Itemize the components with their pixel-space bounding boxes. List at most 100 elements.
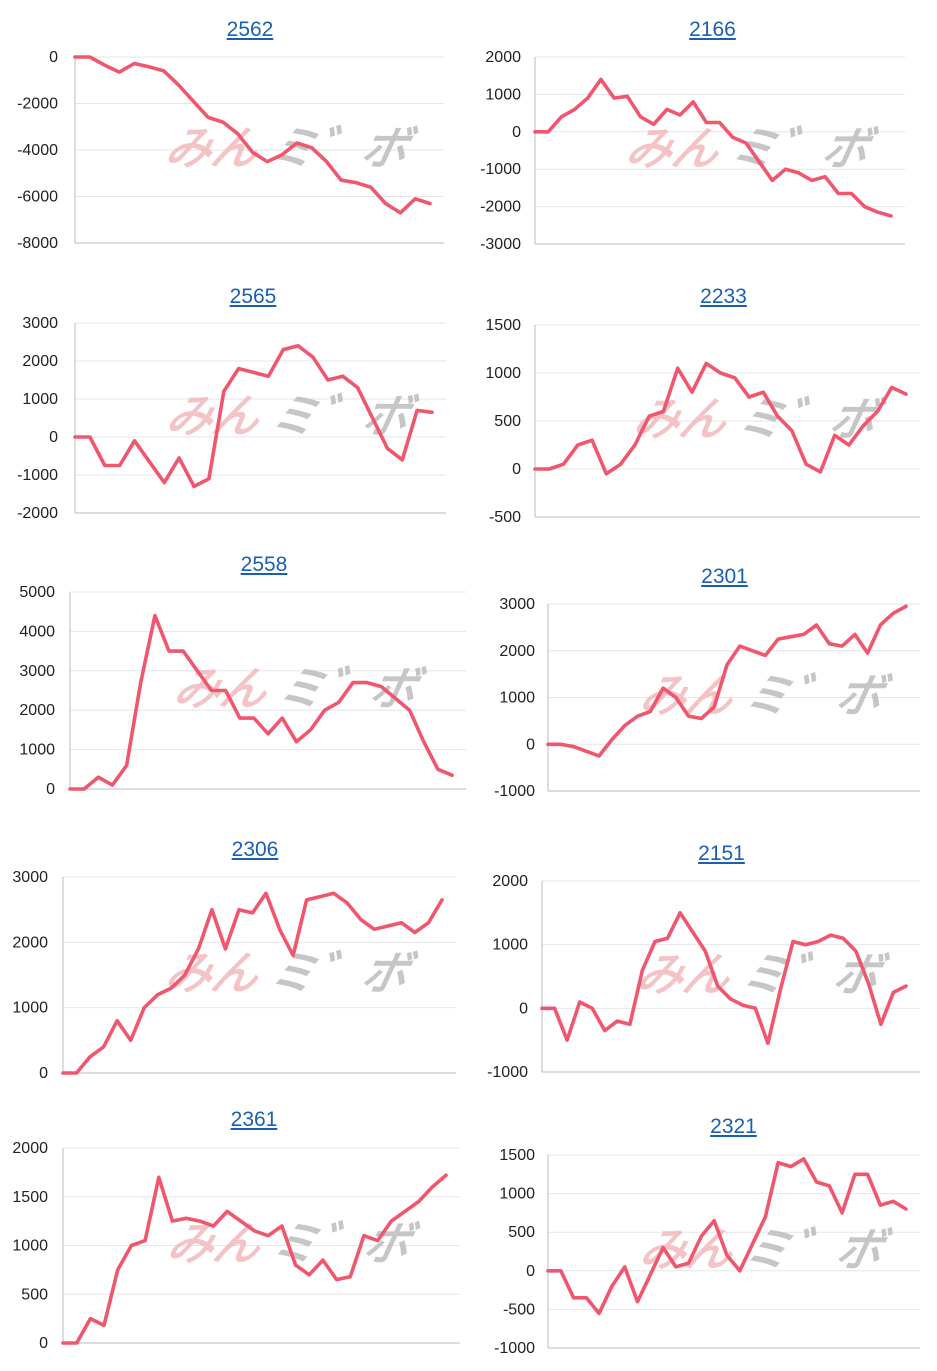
watermark-text-right: ミ゛ボ [736, 948, 893, 1001]
watermark-text-left: みん [621, 122, 726, 175]
chart-title[interactable]: 2558 [240, 553, 288, 576]
y-tick-label: 500 [494, 413, 521, 430]
watermark-logo: みん ミ゛ボ [163, 1217, 424, 1270]
y-tick-label: 0 [49, 49, 58, 66]
y-tick-label: 3000 [499, 596, 535, 613]
watermark-logo: みん ミ゛ボ [621, 122, 882, 175]
chart-title[interactable]: 2301 [701, 565, 748, 588]
chart-title[interactable]: 2166 [689, 18, 736, 41]
y-tick-label: 2000 [485, 49, 521, 66]
y-tick-label: 1000 [12, 1238, 48, 1255]
watermark-text-right: ミ゛ボ [267, 1217, 424, 1270]
watermark-text-left: みん [629, 392, 734, 445]
chart-plot: 1500 1000 500 0 -500 みん ミ゛ボ [485, 317, 920, 526]
watermark-text-right: ミ゛ボ [266, 389, 423, 442]
y-tick-label: 3000 [22, 315, 58, 332]
chart-plot: 3000 2000 1000 0 みん ミ゛ボ [12, 869, 456, 1082]
chart-2558: 2558 5000 4000 3000 2000 1000 0 みん ミ゛ボ [0, 553, 470, 803]
y-tick-label: -500 [503, 1301, 535, 1318]
chart-title[interactable]: 2562 [226, 18, 274, 41]
y-tick-label: 0 [512, 124, 521, 141]
y-tick-label: 1500 [485, 317, 521, 334]
series-line [73, 343, 434, 489]
watermark-logo: みん ミ゛ボ [635, 1223, 896, 1276]
y-tick-label: 5000 [19, 584, 55, 601]
chart-2306: 2306 3000 2000 1000 0 みん ミ゛ボ [0, 838, 470, 1088]
y-tick-label: -2000 [17, 505, 58, 522]
chart-title[interactable]: 2321 [710, 1115, 757, 1138]
y-tick-label: 1000 [485, 86, 521, 103]
watermark-text-left: みん [169, 662, 274, 715]
y-tick-label: 0 [39, 1065, 48, 1082]
chart-plot: 2000 1000 0 -1000 みん ミ゛ボ [487, 873, 920, 1081]
chart-title[interactable]: 2151 [698, 842, 745, 865]
chart-2562: 2562 0 -2000 -4000 -6000 -8000 みん ミ゛ボ [0, 18, 470, 268]
y-tick-label: 2000 [492, 873, 528, 890]
series-line [61, 891, 444, 1075]
chart-plot: 2000 1000 0 -1000 -2000 -3000 みん ミ゛ボ [480, 49, 905, 253]
y-tick-label: -4000 [17, 142, 58, 159]
y-tick-label: 1000 [12, 1000, 48, 1017]
watermark-text-left: みん [162, 389, 267, 442]
series-line [61, 1173, 448, 1345]
chart-plot: 3000 2000 1000 0 -1000 -2000 みん ミ゛ボ [17, 315, 446, 522]
y-tick-label: 1000 [499, 1186, 535, 1203]
watermark-text-left: みん [161, 946, 266, 999]
y-tick-label: 4000 [19, 623, 55, 640]
series-line [540, 911, 908, 1046]
y-tick-label: 500 [21, 1286, 48, 1303]
chart-plot: 1500 1000 500 0 -500 -1000 みん ミ゛ボ [494, 1147, 920, 1357]
y-tick-label: -1000 [487, 1064, 528, 1081]
watermark-logo: みん ミ゛ボ [162, 389, 423, 442]
y-tick-label: -1000 [494, 1340, 535, 1357]
y-tick-label: 3000 [19, 663, 55, 680]
y-tick-label: 2000 [12, 934, 48, 951]
y-tick-label: -2000 [480, 199, 521, 216]
y-tick-label: -1000 [494, 783, 535, 800]
chart-2321: 2321 1500 1000 500 0 -500 -1000 みん ミ゛ボ [470, 1115, 937, 1365]
chart-2233: 2233 1500 1000 500 0 -500 みん ミ゛ボ [470, 285, 937, 535]
y-tick-label: 1000 [499, 690, 535, 707]
watermark-text-right: ミ゛ボ [739, 669, 896, 722]
y-tick-label: 1500 [12, 1189, 48, 1206]
y-tick-label: 3000 [12, 869, 48, 886]
series-line [68, 613, 454, 791]
y-tick-label: -2000 [17, 96, 58, 113]
y-tick-label: 0 [46, 781, 55, 798]
chart-title[interactable]: 2306 [231, 838, 279, 861]
chart-title[interactable]: 2361 [230, 1108, 278, 1131]
y-tick-label: 500 [508, 1224, 535, 1241]
y-tick-label: -6000 [17, 189, 58, 206]
y-tick-label: 2000 [12, 1140, 48, 1157]
y-tick-label: 0 [526, 1263, 535, 1280]
y-tick-label: 1000 [492, 937, 528, 954]
chart-2151: 2151 2000 1000 0 -1000 みん ミ゛ボ [470, 842, 937, 1092]
y-tick-label: 0 [39, 1335, 48, 1352]
y-tick-label: 0 [526, 736, 535, 753]
y-tick-label: 1000 [19, 742, 55, 759]
y-tick-label: 0 [49, 429, 58, 446]
chart-2565: 2565 3000 2000 1000 0 -1000 -2000 みん ミ゛ボ [0, 285, 470, 535]
y-tick-label: -500 [489, 509, 521, 526]
y-tick-label: -8000 [17, 235, 58, 252]
y-tick-label: 0 [519, 1000, 528, 1017]
y-tick-label: 1000 [485, 365, 521, 382]
y-tick-label: -1000 [480, 161, 521, 178]
chart-2301: 2301 3000 2000 1000 0 -1000 みん ミ゛ボ [470, 565, 937, 815]
watermark-text-right: ミ゛ボ [733, 392, 890, 445]
watermark-logo: みん ミ゛ボ [632, 948, 893, 1001]
series-line [546, 1157, 908, 1316]
series-line [533, 77, 893, 218]
y-tick-label: 0 [512, 461, 521, 478]
chart-2166: 2166 2000 1000 0 -1000 -2000 -3000 みん ミ゛ボ [470, 18, 937, 268]
y-tick-label: -3000 [480, 236, 521, 253]
chart-plot: 2000 1500 1000 500 0 みん ミ゛ボ [12, 1140, 460, 1352]
chart-title[interactable]: 2233 [700, 285, 747, 308]
y-tick-label: 2000 [19, 702, 55, 719]
series-line [73, 55, 432, 215]
chart-title[interactable]: 2565 [229, 285, 277, 308]
y-tick-label: 2000 [22, 353, 58, 370]
y-tick-label: -1000 [17, 467, 58, 484]
